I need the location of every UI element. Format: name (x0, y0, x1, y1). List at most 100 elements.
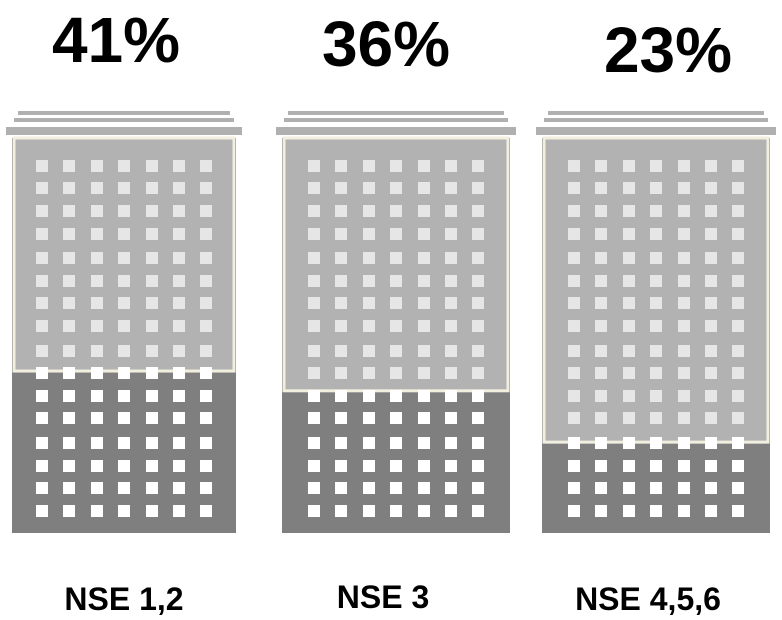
window-nse-4-5-6-r12-c5 (705, 437, 717, 449)
window-nse-4-5-6-r2-c3 (650, 205, 662, 217)
window-nse-1-2-r9-c6 (200, 367, 212, 379)
window-nse-1-2-r14-c0 (36, 482, 48, 494)
window-nse-4-5-6-r1-c3 (650, 182, 662, 194)
window-nse-1-2-r1-c0 (36, 182, 48, 194)
window-nse-4-5-6-r3-c2 (623, 228, 635, 240)
window-nse-1-2-r15-c3 (118, 505, 130, 517)
window-nse-3-r4-c1 (335, 252, 347, 264)
window-nse-1-2-r9-c2 (91, 367, 103, 379)
window-nse-4-5-6-r13-c0 (568, 460, 580, 472)
window-nse-3-r6-c4 (418, 297, 430, 309)
window-nse-4-5-6-r7-c3 (650, 320, 662, 332)
window-nse-4-5-6-r14-c0 (568, 482, 580, 494)
window-nse-3-r11-c3 (390, 412, 402, 424)
window-nse-3-r12-c0 (308, 437, 320, 449)
window-nse-4-5-6-r8-c0 (568, 345, 580, 357)
window-nse-4-5-6-r6-c0 (568, 297, 580, 309)
window-nse-4-5-6-r14-c1 (595, 482, 607, 494)
window-nse-1-2-r6-c2 (91, 297, 103, 309)
window-nse-4-5-6-r13-c6 (732, 460, 744, 472)
window-nse-1-2-r6-c4 (146, 297, 158, 309)
window-nse-1-2-r0-c3 (118, 160, 130, 172)
building-roof-ledge-nse-1-2 (6, 127, 242, 135)
window-nse-3-r9-c0 (308, 367, 320, 379)
window-nse-1-2-r9-c1 (63, 367, 75, 379)
window-nse-1-2-r5-c2 (91, 275, 103, 287)
window-nse-3-r5-c3 (390, 275, 402, 287)
window-nse-4-5-6-r12-c4 (678, 437, 690, 449)
window-nse-1-2-r4-c3 (118, 252, 130, 264)
window-nse-4-5-6-r14-c2 (623, 482, 635, 494)
window-nse-1-2-r0-c2 (91, 160, 103, 172)
window-nse-3-r1-c6 (472, 182, 484, 194)
window-nse-1-2-r4-c0 (36, 252, 48, 264)
window-nse-4-5-6-r15-c6 (732, 505, 744, 517)
window-nse-1-2-r5-c0 (36, 275, 48, 287)
window-nse-4-5-6-r15-c4 (678, 505, 690, 517)
window-nse-1-2-r9-c4 (146, 367, 158, 379)
window-nse-1-2-r15-c0 (36, 505, 48, 517)
window-nse-4-5-6-r4-c0 (568, 252, 580, 264)
window-nse-4-5-6-r7-c6 (732, 320, 744, 332)
window-nse-3-r15-c3 (390, 505, 402, 517)
window-nse-3-r2-c0 (308, 205, 320, 217)
window-nse-1-2-r8-c3 (118, 345, 130, 357)
window-nse-4-5-6-r13-c2 (623, 460, 635, 472)
window-nse-3-r9-c4 (418, 367, 430, 379)
window-nse-4-5-6-r13-c4 (678, 460, 690, 472)
window-nse-4-5-6-r8-c1 (595, 345, 607, 357)
window-nse-4-5-6-r11-c1 (595, 412, 607, 424)
window-nse-3-r13-c2 (363, 460, 375, 472)
window-nse-1-2-r2-c6 (200, 205, 212, 217)
window-nse-3-r14-c6 (472, 482, 484, 494)
window-nse-3-r0-c5 (445, 160, 457, 172)
window-nse-1-2-r11-c4 (146, 412, 158, 424)
window-nse-3-r4-c2 (363, 252, 375, 264)
window-nse-3-r7-c3 (390, 320, 402, 332)
window-nse-3-r5-c5 (445, 275, 457, 287)
window-nse-3-r1-c0 (308, 182, 320, 194)
building-roof-middle-nse-1-2 (14, 118, 234, 122)
window-nse-3-r10-c0 (308, 390, 320, 402)
window-nse-3-r3-c6 (472, 228, 484, 240)
window-nse-3-r8-c5 (445, 345, 457, 357)
window-nse-4-5-6-r8-c6 (732, 345, 744, 357)
window-nse-1-2-r12-c4 (146, 437, 158, 449)
window-nse-1-2-r15-c4 (146, 505, 158, 517)
window-nse-4-5-6-r10-c1 (595, 390, 607, 402)
window-nse-1-2-r8-c4 (146, 345, 158, 357)
window-nse-3-r4-c0 (308, 252, 320, 264)
window-nse-3-r4-c6 (472, 252, 484, 264)
window-nse-3-r15-c6 (472, 505, 484, 517)
window-nse-4-5-6-r4-c1 (595, 252, 607, 264)
window-nse-4-5-6-r11-c3 (650, 412, 662, 424)
window-nse-1-2-r13-c6 (200, 460, 212, 472)
window-nse-3-r11-c1 (335, 412, 347, 424)
window-nse-4-5-6-r10-c6 (732, 390, 744, 402)
window-nse-4-5-6-r11-c5 (705, 412, 717, 424)
window-nse-3-r13-c3 (390, 460, 402, 472)
window-nse-1-2-r15-c1 (63, 505, 75, 517)
window-nse-4-5-6-r15-c1 (595, 505, 607, 517)
window-nse-1-2-r3-c1 (63, 228, 75, 240)
window-nse-4-5-6-r3-c1 (595, 228, 607, 240)
window-nse-4-5-6-r11-c2 (623, 412, 635, 424)
window-nse-3-r4-c3 (390, 252, 402, 264)
building-roof-top-nse-1-2 (18, 111, 230, 115)
window-nse-4-5-6-r6-c1 (595, 297, 607, 309)
window-nse-1-2-r6-c0 (36, 297, 48, 309)
buildings-layer (6, 111, 776, 533)
window-nse-3-r6-c3 (390, 297, 402, 309)
window-nse-4-5-6-r2-c4 (678, 205, 690, 217)
building-roof-middle-nse-3 (284, 118, 508, 122)
window-nse-1-2-r11-c6 (200, 412, 212, 424)
window-nse-4-5-6-r9-c3 (650, 367, 662, 379)
value-label-nse-4-5-6: 23% (604, 14, 732, 86)
window-nse-4-5-6-r1-c4 (678, 182, 690, 194)
window-nse-3-r13-c6 (472, 460, 484, 472)
window-nse-3-r3-c3 (390, 228, 402, 240)
window-nse-4-5-6-r6-c2 (623, 297, 635, 309)
window-nse-4-5-6-r7-c2 (623, 320, 635, 332)
window-nse-4-5-6-r7-c0 (568, 320, 580, 332)
window-nse-3-r10-c5 (445, 390, 457, 402)
